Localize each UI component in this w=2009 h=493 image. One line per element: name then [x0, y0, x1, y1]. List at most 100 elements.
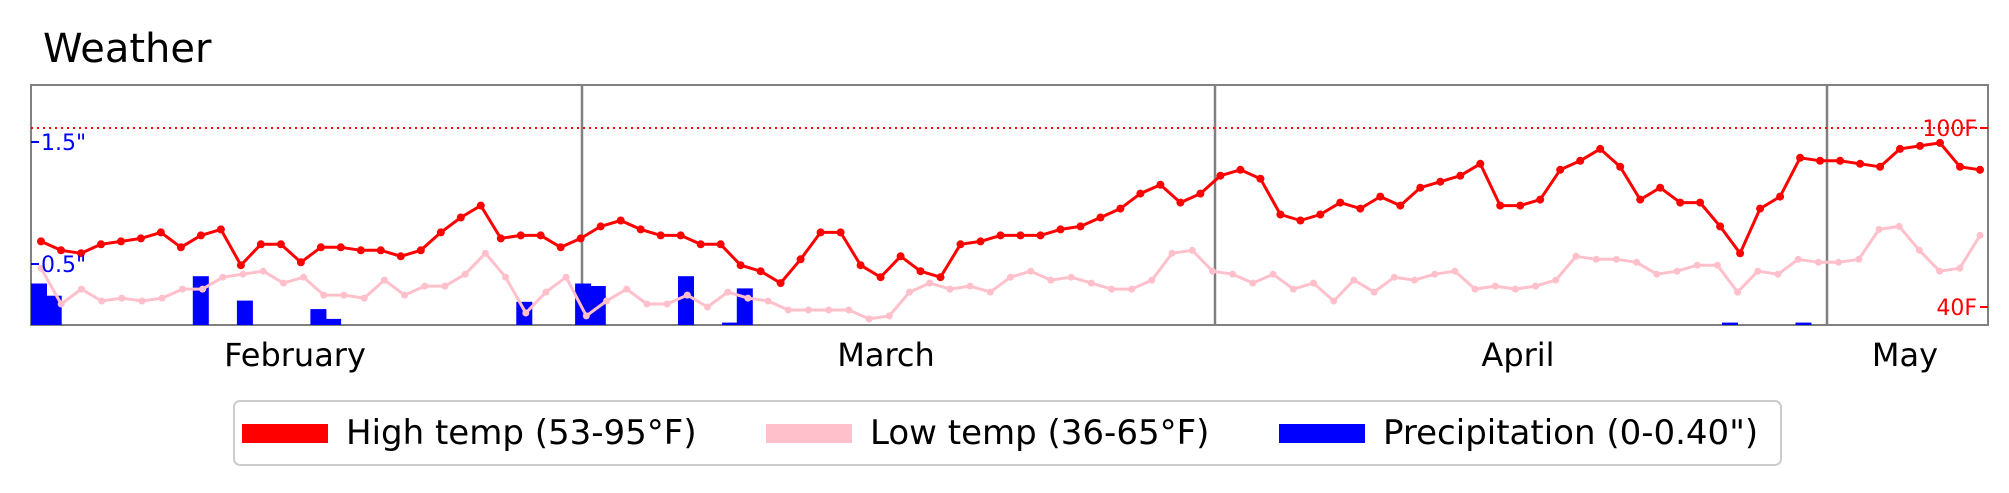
high-temp-point-13	[296, 258, 305, 267]
low-temp-point-16	[360, 294, 368, 302]
high-temp-point-26	[556, 243, 565, 252]
high-temp-point-14	[316, 243, 325, 252]
low-temp-point-7	[178, 285, 186, 293]
low-temp-point-91	[1875, 225, 1883, 233]
low-temp-point-80	[1653, 270, 1661, 278]
chart-title: Weather	[43, 26, 212, 72]
high-temp-point-27	[576, 234, 585, 243]
low-temp-point-42	[885, 312, 893, 320]
precip-bar-37	[575, 283, 592, 325]
low-temp-point-22	[481, 249, 489, 257]
high-temp-point-7	[176, 243, 185, 252]
low-temp-point-41	[865, 315, 873, 323]
precip-bar-11	[192, 276, 209, 325]
high-temp-point-11	[256, 240, 265, 249]
low-temp-point-83	[1713, 261, 1721, 269]
left-axis-ticks: 0.5" 1.5"	[31, 131, 86, 278]
low-temp-point-48	[1007, 273, 1014, 281]
precip-bar-47	[722, 322, 739, 325]
high-temp-point-20	[436, 228, 445, 237]
month-label-february: February	[224, 336, 366, 374]
low-temp-point-50	[1047, 276, 1055, 284]
high-temp-point-51	[1056, 225, 1065, 234]
low-temp-point-78	[1612, 255, 1620, 263]
month-dividers	[580, 85, 1829, 325]
high-temp-point-70	[1436, 177, 1445, 186]
low-temp-point-62	[1289, 285, 1297, 293]
low-temp-point-51	[1067, 273, 1075, 281]
low-temp-point-0	[37, 264, 45, 272]
low-temp-point-38	[805, 306, 812, 314]
high-temp-point-56	[1156, 180, 1165, 189]
low-temp-point-69	[1431, 270, 1439, 278]
low-temp-point-95	[1956, 264, 1964, 272]
low-temp-point-46	[966, 282, 974, 290]
left-tick-label-1: 1.5"	[41, 131, 86, 156]
low-temp-point-66	[1370, 288, 1378, 296]
high-temp-point-77	[1576, 156, 1585, 165]
high-temp-point-72	[1476, 159, 1485, 168]
low-temp-point-6	[158, 294, 166, 302]
low-temp-point-35	[744, 294, 752, 302]
month-label-march: March	[837, 336, 935, 374]
low-temp-point-32	[683, 291, 691, 299]
precip-bar-44	[678, 276, 694, 325]
high-temp-point-41	[856, 261, 865, 270]
left-tick-label-0: 0.5"	[41, 253, 86, 278]
high-temp-point-60	[1236, 165, 1245, 174]
low-temp-point-76	[1572, 252, 1580, 260]
high-temp-point-28	[596, 222, 605, 231]
high-temp-point-63	[1296, 216, 1305, 225]
low-temp-point-67	[1390, 273, 1398, 281]
low-temp-point-79	[1633, 258, 1641, 266]
precip-bar-115	[1722, 322, 1738, 325]
low-temp-point-90	[1855, 255, 1863, 263]
high-temp-point-66	[1356, 204, 1365, 213]
high-temp-point-92	[1876, 162, 1885, 171]
low-temp-point-87	[1794, 255, 1802, 263]
high-temp-point-31	[656, 231, 665, 240]
high-temp-point-8	[196, 231, 205, 240]
low-temp-point-5	[138, 297, 146, 305]
high-temp-point-32	[676, 231, 685, 240]
high-temp-point-4	[117, 237, 125, 246]
low-temp-point-26	[562, 273, 570, 281]
legend-swatch-low	[766, 424, 852, 443]
high-temp-point-6	[156, 228, 165, 237]
high-temp-point-12	[276, 240, 285, 249]
high-temp-point-45	[936, 273, 945, 282]
high-temp-point-80	[1636, 195, 1645, 204]
low-temp-point-33	[704, 303, 711, 311]
high-temp-point-82	[1676, 198, 1685, 207]
precip-bar-20	[325, 318, 342, 325]
high-temp-point-9	[216, 225, 225, 234]
high-temp-point-10	[236, 261, 245, 270]
precip-bar-1	[45, 295, 62, 325]
low-temp-point-70	[1451, 267, 1459, 275]
high-temp-point-33	[696, 240, 705, 249]
low-temp-point-2	[77, 285, 85, 293]
low-temp-point-27	[582, 312, 590, 320]
high-temp-point-30	[636, 225, 645, 234]
low-temp-point-60	[1249, 279, 1257, 287]
low-temp-point-58	[1209, 267, 1216, 275]
low-temp-point-31	[663, 300, 671, 308]
high-temp-point-54	[1116, 204, 1125, 213]
high-temp-point-97	[1976, 165, 1984, 174]
low-temp-series	[37, 222, 1984, 323]
low-temp-point-77	[1592, 255, 1600, 263]
low-temp-point-39	[825, 306, 833, 314]
high-temp-point-47	[976, 237, 985, 246]
high-temp-point-88	[1796, 153, 1805, 162]
low-temp-point-34	[724, 288, 732, 296]
high-temp-point-49	[1016, 231, 1025, 240]
high-temp-point-61	[1256, 174, 1265, 183]
high-temp-line	[40, 141, 1981, 285]
high-temp-point-48	[996, 231, 1005, 240]
high-temp-point-58	[1196, 189, 1205, 198]
month-label-may: May	[1872, 336, 1938, 374]
low-temp-point-89	[1835, 258, 1843, 266]
high-temp-point-86	[1756, 204, 1765, 213]
high-temp-point-21	[456, 213, 465, 222]
high-temp-point-23	[496, 234, 505, 243]
